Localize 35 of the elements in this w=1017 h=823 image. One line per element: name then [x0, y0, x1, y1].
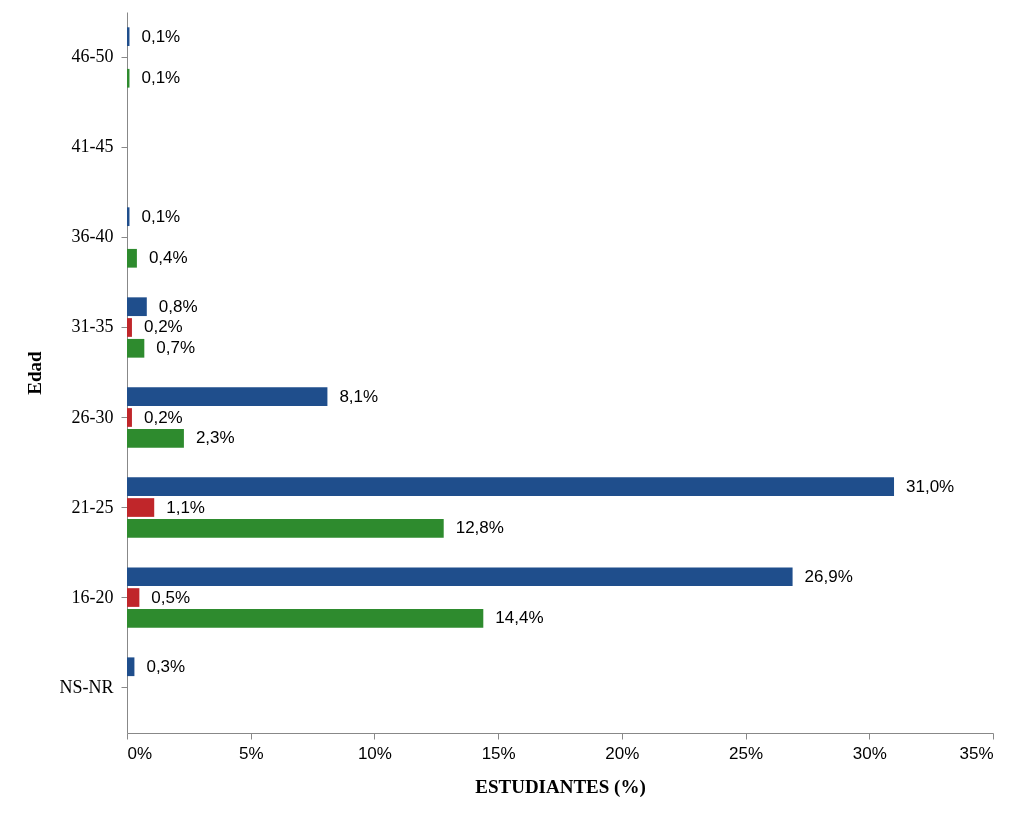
x-tick-label: 30%: [852, 743, 887, 763]
data-label: 2,3%: [195, 428, 235, 448]
y-tick-label: 31-35: [71, 316, 114, 337]
y-tick-label: NS-NR: [59, 676, 114, 697]
data-label: 14,4%: [495, 608, 544, 628]
y-tick-label: 36-40: [71, 226, 114, 247]
x-tick-label: 35%: [959, 743, 994, 763]
y-tick-label: 21-25: [71, 496, 114, 517]
data-label: 0,2%: [143, 317, 183, 337]
data-label: 0,7%: [156, 338, 196, 358]
x-tick-label: 5%: [238, 743, 264, 763]
x-tick-label: 15%: [481, 743, 516, 763]
data-label: 0,1%: [141, 68, 181, 88]
data-label: 31,0%: [906, 476, 955, 496]
data-label: 0,4%: [148, 248, 188, 268]
x-axis-title: ESTUDIANTES (%): [475, 775, 646, 798]
data-label: 1,1%: [166, 497, 205, 517]
x-tick-label: 10%: [357, 743, 392, 763]
y-tick-label: 41-45: [71, 136, 114, 157]
x-tick-label: 25%: [729, 743, 764, 763]
data-label: 0,1%: [141, 206, 181, 226]
data-label: 8,1%: [339, 386, 379, 406]
x-tick-label: 20%: [605, 743, 640, 763]
data-label: 12,8%: [455, 518, 504, 538]
y-tick-label: 46-50: [71, 46, 114, 67]
data-label: 0,2%: [143, 407, 183, 427]
x-tick-label: 0%: [127, 743, 153, 763]
data-label: 26,9%: [804, 566, 853, 586]
data-label: 0,1%: [141, 26, 181, 46]
y-axis-title: Edad: [24, 350, 46, 395]
y-tick-label: 16-20: [71, 586, 114, 607]
data-label: 0,8%: [158, 296, 198, 316]
data-label: 0,5%: [151, 587, 191, 607]
y-tick-label: 26-30: [71, 406, 114, 427]
data-label: 0,3%: [146, 656, 186, 676]
